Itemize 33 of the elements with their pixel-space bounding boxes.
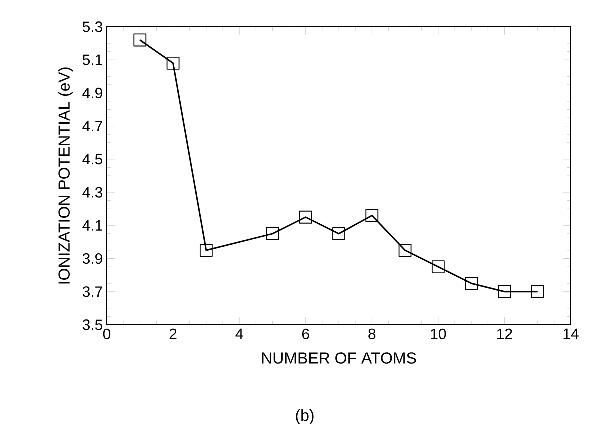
x-tick-label: 6 bbox=[302, 328, 310, 340]
y-tick-label: 3.5 bbox=[82, 320, 103, 330]
x-tick-label: 14 bbox=[564, 328, 579, 340]
x-axis-title: NUMBER OF ATOMS bbox=[262, 352, 416, 364]
y-tick-label: 4.7 bbox=[82, 121, 102, 132]
y-tick-label: 3.9 bbox=[82, 253, 102, 264]
y-tick-label: 5.1 bbox=[82, 54, 102, 66]
x-tick-label: 2 bbox=[170, 328, 177, 340]
point bbox=[299, 210, 312, 224]
point bbox=[134, 34, 147, 47]
x-tick-label: 8 bbox=[368, 328, 376, 340]
text: (b) bbox=[296, 410, 314, 424]
y-tick-label: 5.3 bbox=[82, 22, 103, 32]
y-axis-title: IONIZATION POTENTIAL (eV) bbox=[58, 68, 74, 284]
point bbox=[531, 285, 544, 298]
point bbox=[332, 227, 346, 240]
x-tick-label: 12 bbox=[498, 328, 512, 340]
point bbox=[366, 209, 379, 222]
point bbox=[498, 285, 512, 298]
y-tick-label: 4.5 bbox=[82, 154, 103, 165]
point bbox=[266, 227, 280, 240]
x-tick-label: 0 bbox=[103, 328, 111, 340]
y-tick-label: 4.9 bbox=[82, 88, 102, 99]
point bbox=[432, 260, 445, 274]
x-tick-label: 4 bbox=[236, 328, 244, 340]
point bbox=[166, 56, 180, 70]
point bbox=[465, 277, 478, 290]
y-tick-label: 4.3 bbox=[82, 187, 103, 198]
x-tick-label: 10 bbox=[431, 328, 446, 340]
y-tick-label: 4.1 bbox=[82, 220, 102, 231]
point bbox=[398, 244, 412, 257]
point bbox=[200, 244, 213, 257]
y-tick-label: 3.7 bbox=[82, 286, 102, 298]
